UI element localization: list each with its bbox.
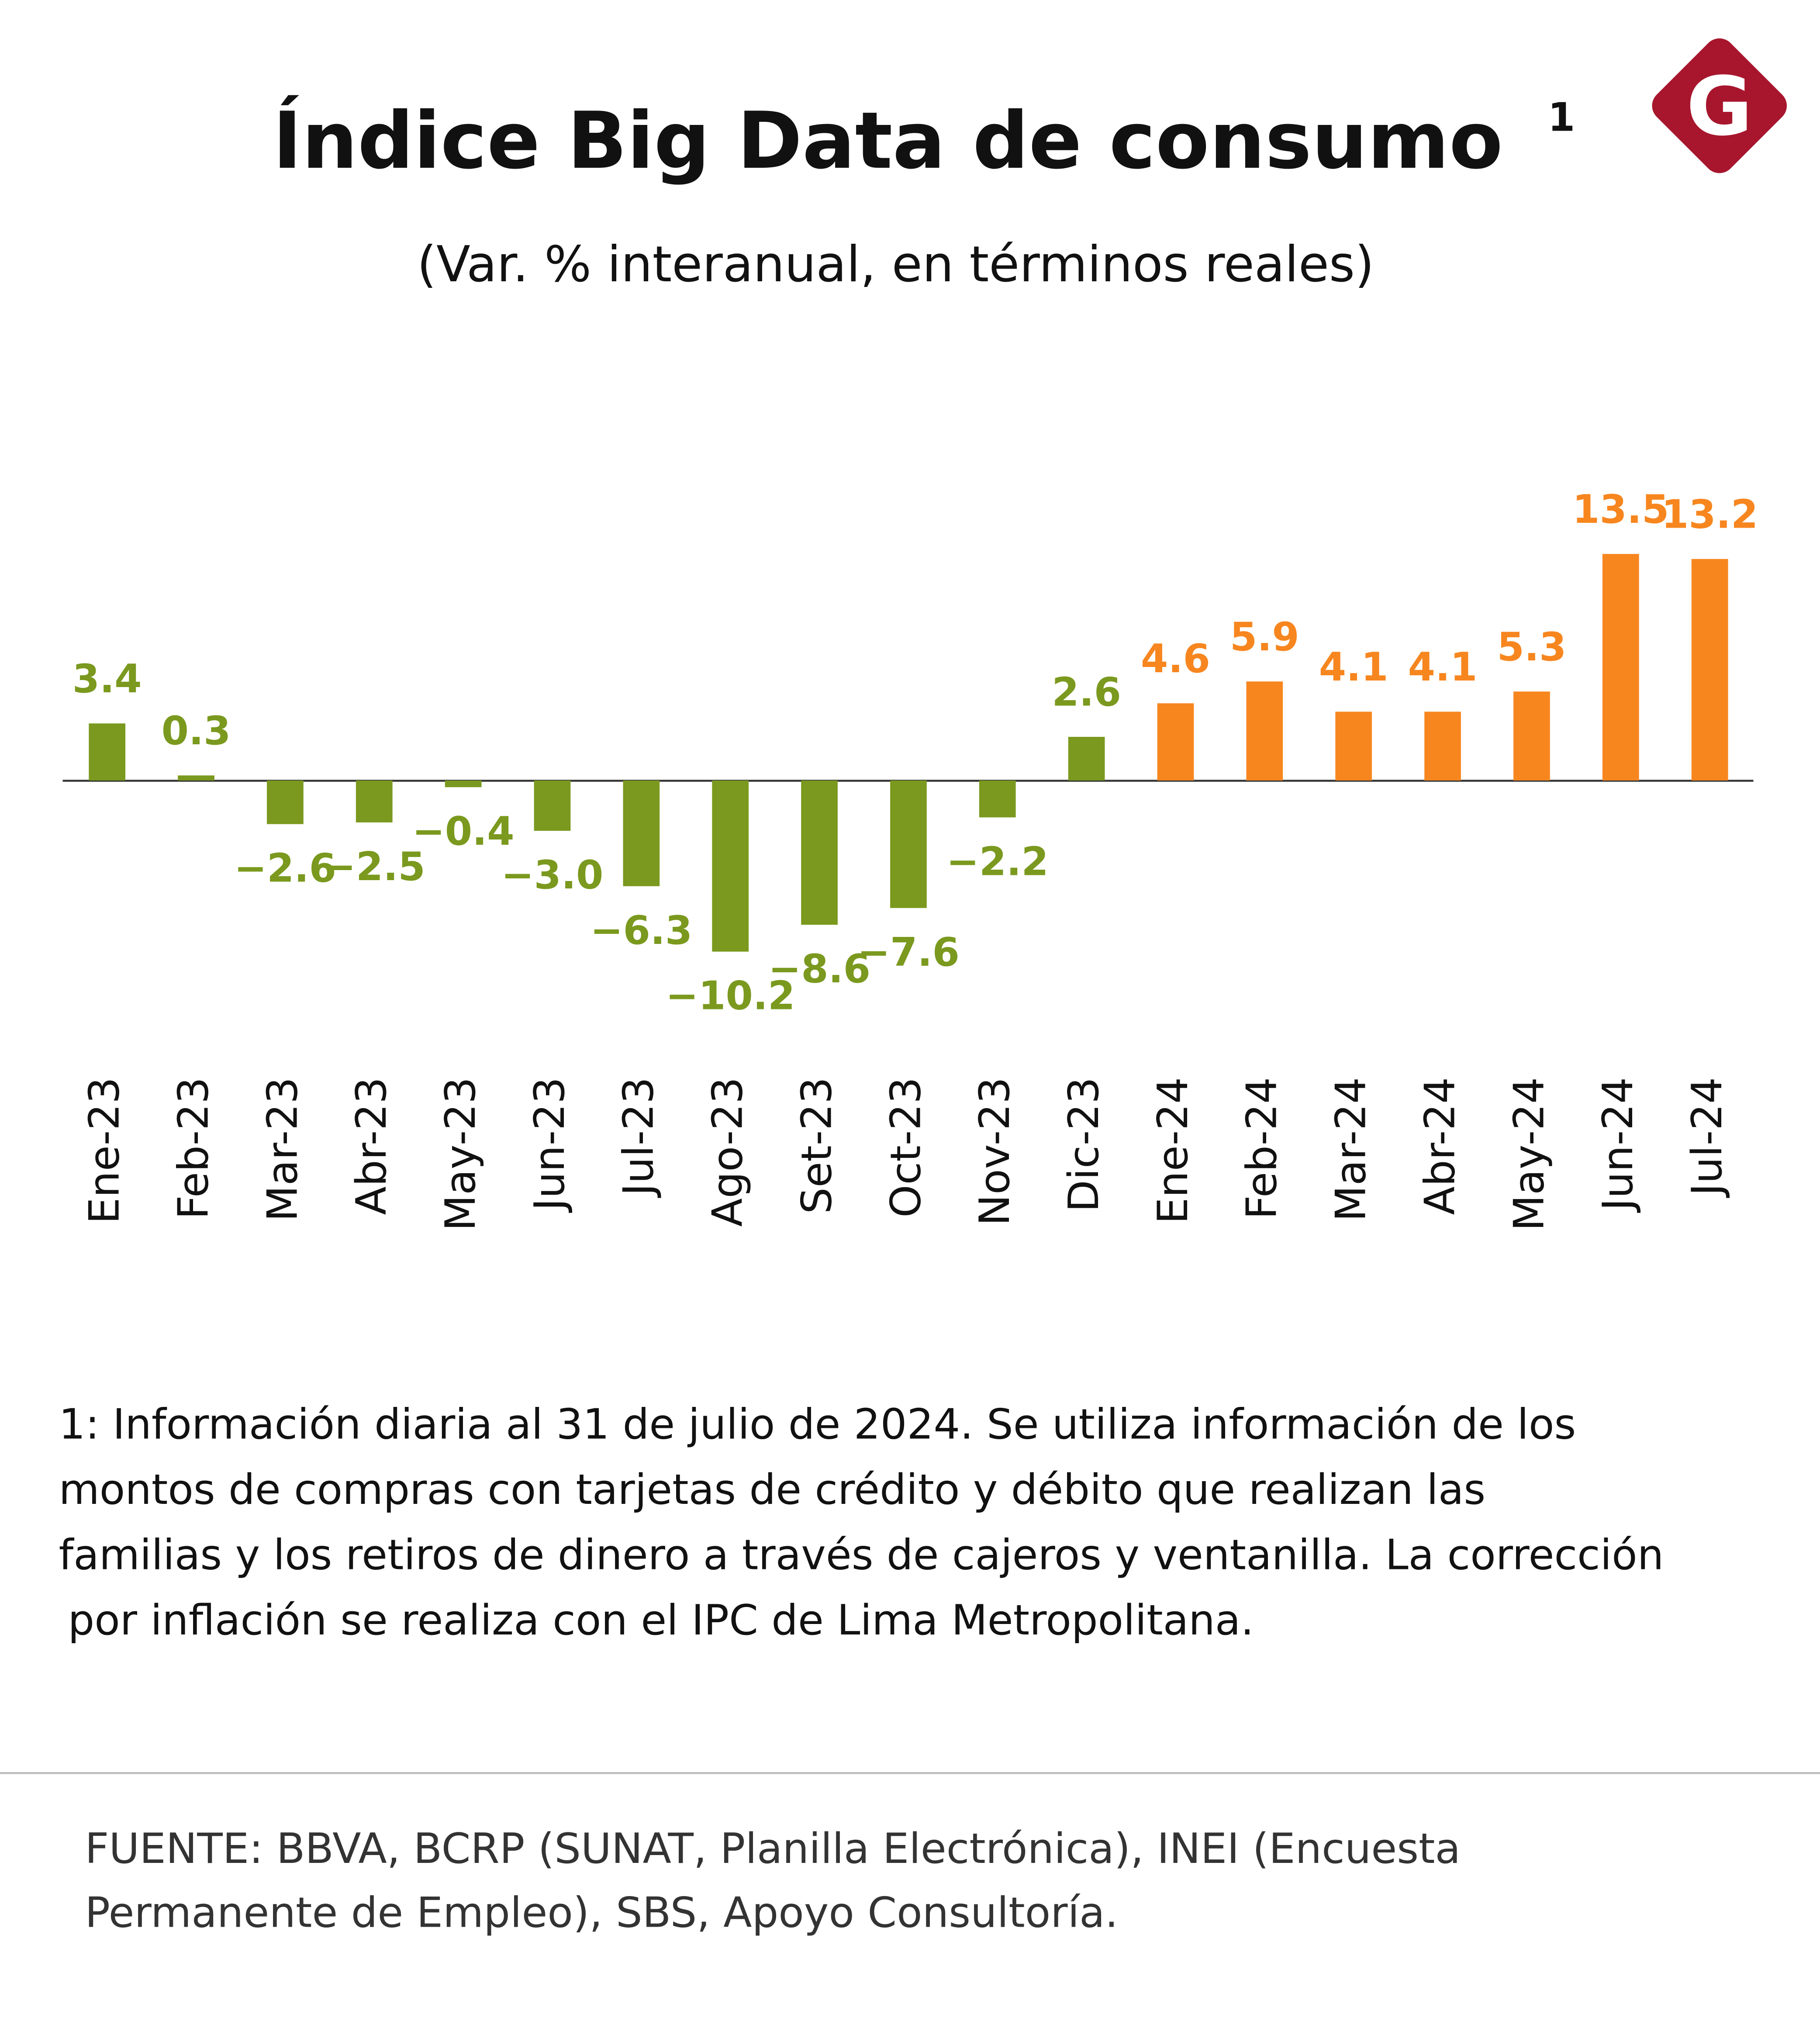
title-note: 1 [1548,95,1575,140]
footnote: 1: Información diaria al 31 de julio de … [59,1399,1664,1644]
bar [801,780,838,925]
value-label: 5.3 [1497,625,1567,670]
value-label: 13.2 [1661,492,1758,538]
value-label: 4.1 [1408,645,1478,690]
x-tick-label: May-23 [436,1077,485,1231]
value-label: 0.3 [162,708,231,754]
bar [178,775,214,781]
value-label: −6.3 [590,908,692,954]
value-label: −7.6 [857,930,960,975]
x-tick-label: Jul-23 [614,1077,663,1198]
value-label: −2.2 [946,839,1049,885]
logo: G [1652,38,1787,173]
footnote-line: 1: Información diaria al 31 de julio de … [59,1399,1576,1448]
x-tick-label: Abr-24 [1415,1077,1464,1215]
x-tick-label: Ene-24 [1148,1077,1197,1224]
bar [1513,691,1550,781]
x-tick-label: Feb-23 [169,1077,218,1220]
bar [979,780,1016,818]
bar [445,780,482,788]
value-label: 13.5 [1572,487,1669,532]
value-label: −10.2 [666,974,795,1019]
bar [89,723,126,781]
bar [1602,554,1639,781]
x-tick-label: Jul-24 [1682,1077,1731,1198]
logo-letter: G [1686,59,1753,154]
x-tick-label: Jun-24 [1593,1077,1642,1213]
value-label: 3.4 [73,656,142,702]
bar [1335,712,1372,781]
bar [1424,712,1461,781]
x-tick-label: Mar-24 [1326,1077,1375,1222]
footnote-line: familias y los retiros de dinero a travé… [59,1530,1664,1579]
footnote-line: por inflación se realiza con el IPC de L… [68,1596,1254,1645]
x-tick-label: Abr-23 [347,1077,396,1215]
value-label: −2.5 [323,844,425,890]
value-label: −3.0 [501,853,604,898]
bar [534,780,571,831]
source-line: Permanente de Empleo), SBS, Apoyo Consul… [85,1888,1118,1937]
x-tick-label: Nov-23 [970,1077,1019,1226]
x-tick-label: May-24 [1504,1077,1553,1231]
source-line: FUENTE: BBVA, BCRP (SUNAT, Planilla Elec… [85,1824,1461,1873]
bar [712,780,749,952]
logo-diamond [1652,38,1787,173]
value-label: 4.6 [1141,636,1210,682]
x-tick-label: Mar-23 [258,1077,307,1222]
value-label: 5.9 [1230,615,1299,660]
value-label: 4.1 [1319,645,1388,690]
x-tick-label: Set-23 [792,1077,841,1214]
chart-title: Índice Big Data de consumo [273,95,1503,187]
x-tick-label: Dic-23 [1059,1077,1108,1212]
value-label: −0.4 [412,809,515,854]
x-tick-label: Feb-24 [1237,1077,1286,1220]
x-tick-label: Ago-23 [703,1077,752,1227]
x-tick-label: Jun-23 [525,1077,574,1213]
bar [1157,703,1194,781]
value-label: −8.6 [768,947,870,992]
bar [1691,559,1728,781]
x-tick-label: Ene-23 [80,1077,129,1224]
bar [356,780,393,822]
value-label: 2.6 [1052,670,1121,715]
x-tick-label: Oct-23 [881,1077,930,1218]
footnote-line: montos de compras con tarjetas de crédit… [59,1465,1486,1514]
bar [890,780,927,908]
bar [267,780,304,824]
chart-subtitle: (Var. % interanual, en términos reales) [417,235,1374,293]
bar [1246,681,1283,781]
bar [1068,736,1105,781]
value-label: −2.6 [234,846,336,891]
bar [623,780,660,886]
source: FUENTE: BBVA, BCRP (SUNAT, Planilla Elec… [85,1824,1461,1937]
